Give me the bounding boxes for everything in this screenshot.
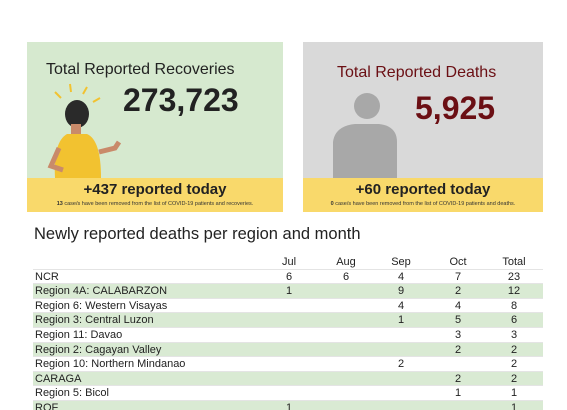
table-row: Region 4A: CALABARZON 1 9 2 12 — [33, 284, 543, 299]
table-row: Region 2: Cagayan Valley 2 2 — [33, 342, 543, 358]
count-cell: 3 — [510, 328, 518, 341]
table-title: Newly reported deaths per region and mon… — [34, 225, 361, 243]
table-row: CARAGA 2 2 — [33, 371, 543, 387]
table-row: NCR 6 6 4 7 23 — [33, 270, 543, 285]
table-row: Region 11: Davao 3 3 — [33, 328, 543, 343]
removed-note: 13 case/s have been removed from the lis… — [27, 201, 283, 207]
count-cell: 2 — [454, 285, 462, 298]
note-text: case/s have been removed from the list o… — [335, 201, 516, 207]
count-cell: 4 — [397, 299, 405, 312]
today-strip: +60 reported today 0 case/s have been re… — [303, 178, 543, 212]
count-cell: 6 — [342, 270, 350, 283]
table-row: Region 3: Central Luzon 1 5 6 — [33, 313, 543, 328]
column-header: Aug — [336, 256, 356, 268]
card-title: Total Reported Deaths — [337, 64, 497, 81]
today-count: +60 reported today — [355, 181, 491, 198]
count-cell: 4 — [397, 270, 405, 283]
region-name: Region 3: Central Luzon — [35, 314, 154, 327]
total-deaths: 5,925 — [415, 90, 496, 126]
region-name: Region 6: Western Visayas — [35, 299, 168, 312]
count-cell: 2 — [510, 372, 518, 385]
removed-count: 0 — [330, 201, 334, 207]
card-title: Total Reported Recoveries — [46, 61, 235, 78]
header-row: Jul Aug Sep Oct Total — [33, 255, 543, 270]
column-header: Jul — [281, 256, 297, 268]
count-cell: 1 — [454, 387, 462, 400]
table-row: ROF 1 1 — [33, 400, 543, 410]
removed-note: 0 case/s have been removed from the list… — [303, 201, 543, 207]
column-header: Total — [502, 256, 526, 268]
total-recoveries: 273,723 — [123, 82, 239, 118]
table-row: Region 5: Bicol 1 1 — [33, 386, 543, 401]
count-cell: 2 — [510, 343, 518, 356]
count-cell: 2 — [454, 372, 462, 385]
count-cell: 1 — [397, 314, 405, 327]
count-cell: 1 — [510, 387, 518, 400]
region-name: CARAGA — [35, 372, 82, 385]
column-header: Sep — [391, 256, 411, 268]
note-text: case/s have been removed from the list o… — [64, 201, 254, 207]
today-strip: +437 reported today 13 case/s have been … — [27, 178, 283, 212]
count-cell: 1 — [285, 285, 293, 298]
deaths-table: Jul Aug Sep Oct Total NCR 6 6 4 7 23 Region 4A: CAL… — [33, 255, 543, 410]
count-cell: 6 — [510, 314, 518, 327]
count-cell: 1 — [510, 401, 518, 410]
count-cell: 5 — [454, 314, 462, 327]
deaths-card: Total Reported Deaths 5,925 +60 reported… — [303, 42, 543, 212]
count-cell: 6 — [285, 270, 293, 283]
count-cell: 4 — [454, 299, 462, 312]
table-row: Region 6: Western Visayas 4 4 8 — [33, 299, 543, 314]
region-name: Region 11: Davao — [35, 328, 123, 341]
region-name: Region 4A: CALABARZON — [35, 285, 168, 298]
count-cell: 2 — [510, 358, 518, 371]
region-name: Region 2: Cagayan Valley — [35, 343, 162, 356]
count-cell: 23 — [507, 270, 521, 283]
person-illustration — [47, 83, 122, 178]
count-cell: 7 — [454, 270, 462, 283]
removed-count: 13 — [56, 201, 63, 207]
region-name: Region 10: Northern Mindanao — [35, 358, 186, 371]
count-cell: 2 — [397, 358, 405, 371]
today-count: +437 reported today — [83, 181, 227, 198]
count-cell: 8 — [510, 299, 518, 312]
table-row: Region 10: Northern Mindanao 2 2 — [33, 357, 543, 372]
column-header: Oct — [449, 256, 467, 268]
region-name: Region 5: Bicol — [35, 387, 109, 400]
count-cell: 9 — [397, 285, 405, 298]
count-cell: 2 — [454, 343, 462, 356]
person-silhouette — [333, 93, 397, 178]
region-name: ROF — [35, 401, 59, 410]
count-cell: 3 — [454, 328, 462, 341]
count-cell: 1 — [285, 401, 293, 410]
count-cell: 12 — [507, 285, 521, 298]
recoveries-card: Total Reported Recoveries 273,723 +437 r… — [27, 42, 283, 212]
region-name: NCR — [35, 270, 59, 283]
